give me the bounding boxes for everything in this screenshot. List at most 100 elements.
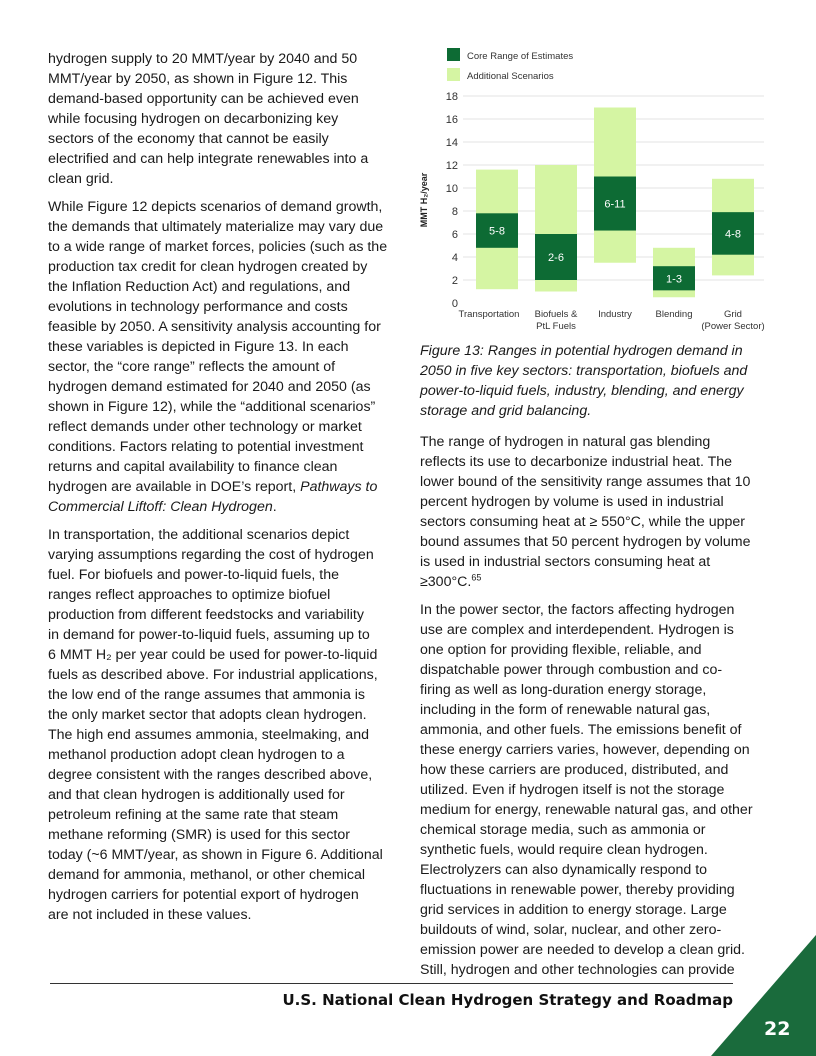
text-line: percent hydrogen by volume is used in in… [420, 494, 724, 510]
paragraph: Figure 13: Ranges in potential hydrogen … [420, 341, 780, 421]
text-line: The range of hydrogen in natural gas ble… [420, 434, 711, 450]
text-line: MMT/year by 2050, as shown in Figure 12.… [48, 71, 348, 87]
text-line: methane reforming (SMR) is used for this… [48, 827, 350, 843]
legend-label-additional: Additional Scenarios [467, 71, 554, 82]
paragraph: The range of hydrogen in natural gas ble… [420, 432, 780, 592]
text-line: the demands that ultimately materialize … [48, 219, 384, 235]
text-run: . [272, 499, 277, 515]
text-line: bound assumes that 50 percent hydrogen b… [420, 534, 751, 550]
bar-core-4 [712, 212, 754, 255]
y-tick-label: 10 [446, 183, 458, 195]
text-line: power-to-liquid fuels, industry, blendin… [420, 383, 744, 399]
left-column: hydrogen supply to 20 MMT/year by 2040 a… [48, 49, 408, 933]
text-line: Electrolyzers can also dynamically respo… [420, 862, 708, 878]
text-line: sectors consuming heat at ≥ 550°C, while… [420, 514, 745, 530]
y-tick-label: 6 [452, 229, 458, 241]
text-line: while focusing hydrogen on decarbonizing… [48, 111, 339, 127]
footer-rule [50, 983, 733, 984]
x-tick-label: Blending [656, 309, 693, 320]
right-column: The range of hydrogen in natural gas ble… [420, 432, 780, 988]
text-line: conditions. Factors relating to potentia… [48, 439, 364, 455]
text-line: hydrogen supply to 20 MMT/year by 2040 a… [48, 51, 358, 67]
text-line: reflects its use to decarbonize industri… [420, 454, 733, 470]
text-line: synthetic fuels, would require clean hyd… [420, 842, 708, 858]
text-line: In transportation, the additional scenar… [48, 527, 350, 543]
text-line: The high end assumes ammonia, steelmakin… [48, 727, 369, 743]
text-line: Commercial Liftoff: Clean Hydrogen. [48, 497, 408, 517]
text-line: varying assumptions regarding the cost o… [48, 547, 374, 563]
text-line: these variables is depicted in Figure 13… [48, 339, 349, 355]
bar-core-2 [594, 176, 636, 231]
text-line: In the power sector, the factors affecti… [420, 602, 735, 618]
paragraph: In transportation, the additional scenar… [48, 525, 408, 925]
text-line: including in the form of renewable natur… [420, 702, 711, 718]
text-line: grid services in addition to energy stor… [420, 902, 727, 918]
text-line: the low end of the range assumes that am… [48, 687, 366, 703]
text-line: returns and capital availability to fina… [48, 459, 338, 475]
text-line: Figure 13: Ranges in potential hydrogen … [420, 343, 743, 359]
y-tick-label: 4 [452, 252, 458, 264]
text-line: firing as well as long-duration energy s… [420, 682, 707, 698]
text-run: ≥300°C. [420, 574, 472, 590]
y-axis-label: MMT H₂/year [419, 172, 429, 227]
footer-title: U.S. National Clean Hydrogen Strategy an… [282, 991, 733, 1009]
text-line: lower bound of the sensitivity range ass… [420, 474, 751, 490]
text-run: storage and grid balancing [420, 403, 588, 419]
footnote-ref: 65 [471, 572, 482, 583]
text-line: 2050 in five key sectors: transportation… [420, 363, 748, 379]
x-tick-label: (Power Sector) [701, 321, 764, 332]
x-tick-label: Grid [724, 309, 742, 320]
bar-data-label: 2-6 [548, 252, 564, 264]
text-line: evolutions in technology performance and… [48, 299, 348, 315]
text-line: the Inflation Reduction Act) and regulat… [48, 279, 351, 295]
text-line: these energy carriers varies, however, d… [420, 742, 750, 758]
bar-core-1 [535, 234, 577, 280]
paragraph: In the power sector, the factors affecti… [420, 600, 780, 980]
text-line: utilized. Even if hydrogen itself is not… [420, 782, 725, 798]
legend-swatch-additional [447, 68, 460, 81]
text-line: hydrogen are available in DOE’s report, … [48, 477, 408, 497]
text-line: use are complex and interdependent. Hydr… [420, 622, 734, 638]
bar-data-label: 4-8 [725, 228, 741, 240]
text-line: emission power are needed to develop a c… [420, 942, 745, 958]
text-line: ammonia, and other fuels. The emissions … [420, 722, 742, 738]
text-line: clean grid. [48, 171, 114, 187]
text-line: is used in industrial sectors consuming … [420, 554, 711, 570]
y-tick-label: 16 [446, 114, 458, 126]
y-tick-label: 14 [446, 137, 458, 149]
text-line: dispatchable power through combustion an… [420, 662, 723, 678]
y-tick-label: 18 [446, 91, 458, 103]
paragraph: hydrogen supply to 20 MMT/year by 2040 a… [48, 49, 408, 189]
text-line: one option for providing flexible, relia… [420, 642, 702, 658]
text-line: production from different feedstocks and… [48, 607, 364, 623]
text-line: the only market sector that adopts clean… [48, 707, 367, 723]
y-tick-label: 2 [452, 275, 458, 287]
text-run: . [587, 403, 592, 419]
text-run: Commercial Liftoff: Clean Hydrogen [48, 499, 273, 515]
x-tick-label: Industry [598, 309, 632, 320]
text-line: buildouts of wind, solar, nuclear, and o… [420, 922, 722, 938]
text-line: sectors of the economy that cannot be ea… [48, 131, 329, 147]
bar-data-label: 1-3 [666, 273, 682, 285]
paragraph: While Figure 12 depicts scenarios of dem… [48, 197, 408, 517]
x-tick-label: PtL Fuels [536, 321, 576, 332]
text-line: to a wide range of market forces, polici… [48, 239, 388, 255]
y-tick-label: 12 [446, 160, 458, 172]
text-line: sector, the “core range” reflects the am… [48, 359, 336, 375]
bar-data-label: 6-11 [604, 199, 625, 211]
text-line: While Figure 12 depicts scenarios of dem… [48, 199, 383, 215]
text-line: 6 MMT H₂ per year could be used for powe… [48, 647, 378, 663]
text-run: Pathways to [300, 479, 378, 495]
text-line: production tax credit for clean hydrogen… [48, 259, 368, 275]
page-number: 22 [764, 1018, 791, 1040]
text-line: fluctuations in renewable power, thereby… [420, 882, 735, 898]
bar-data-label: 5-8 [489, 226, 505, 238]
text-line: demand for ammonia, methanol, or other c… [48, 867, 366, 883]
text-line: chemical storage media, such as ammonia … [420, 822, 706, 838]
text-line: today (~6 MMT/year, as shown in Figure 6… [48, 847, 383, 863]
text-run: hydrogen are available in DOE’s report, [48, 479, 301, 495]
text-line: electrified and can help integrate renew… [48, 151, 369, 167]
text-line: Still, hydrogen and other technologies c… [420, 962, 735, 978]
text-line: medium for energy, renewable natural gas… [420, 802, 753, 818]
text-line: feasible by 2050. A sensitivity analysis… [48, 319, 381, 335]
